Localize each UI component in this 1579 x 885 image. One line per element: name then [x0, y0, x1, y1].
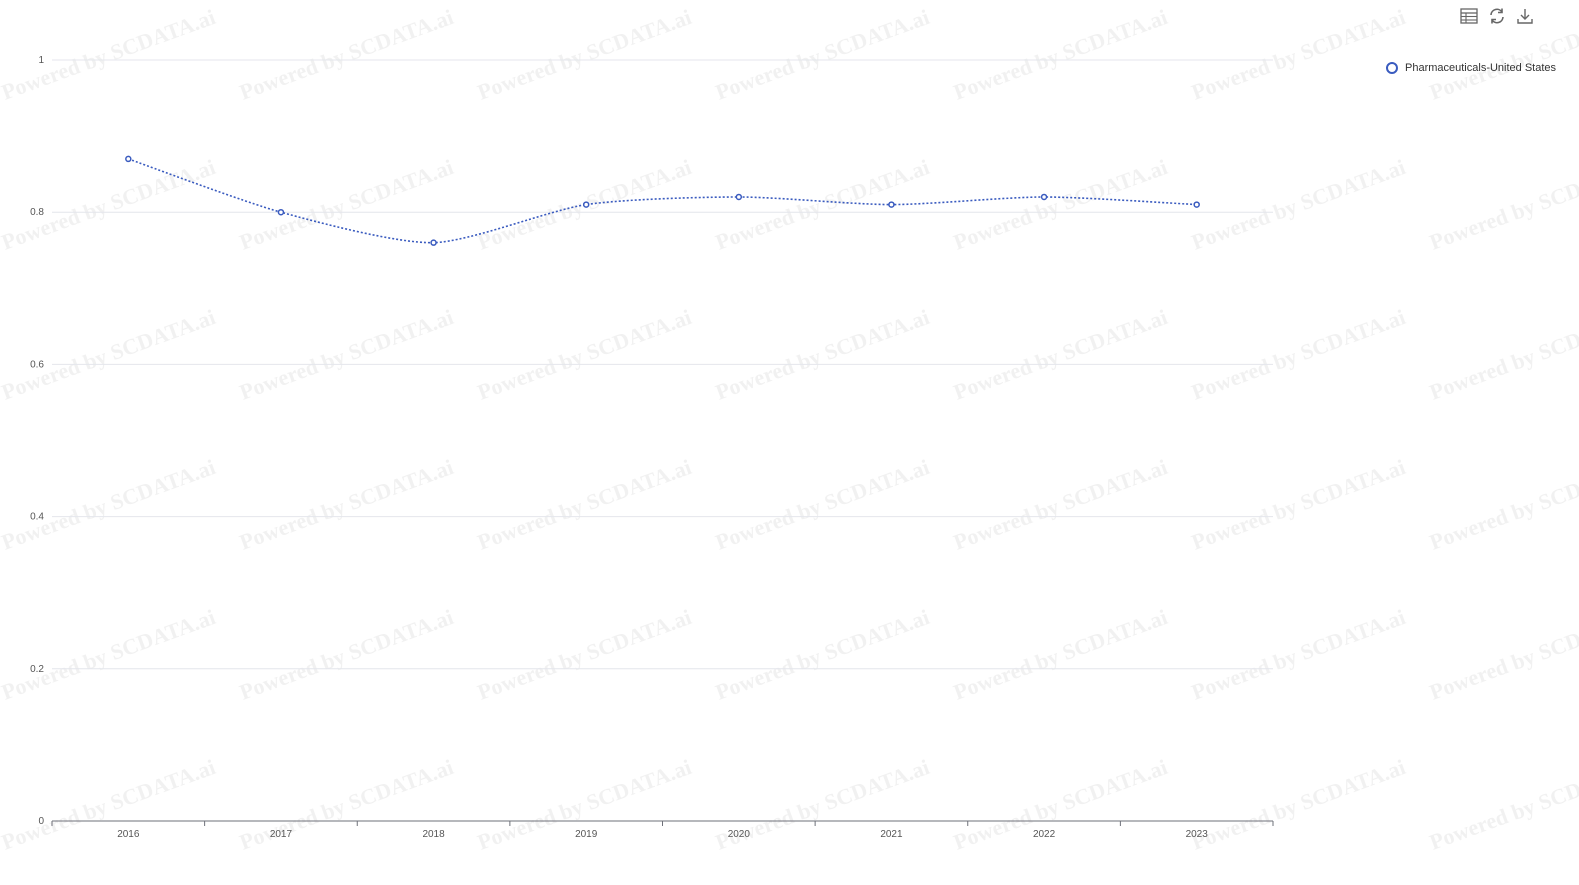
watermark-text: Powered by SCDATA.ai: [712, 4, 932, 105]
y-tick-label: 1: [38, 55, 44, 66]
watermark-text: Powered by SCDATA.ai: [0, 454, 219, 555]
series-layer: [125, 155, 1200, 246]
watermark-text: Powered by SCDATA.ai: [1188, 304, 1408, 405]
data-point[interactable]: [888, 201, 895, 208]
watermark-text: Powered by SCDATA.ai: [236, 154, 456, 255]
x-tick-label: 2021: [880, 829, 903, 840]
watermark-text: Powered by SCDATA.ai: [712, 604, 932, 705]
watermark-text: Powered by SCDATA.ai: [712, 454, 932, 555]
watermark-text: Powered by SCDATA.ai: [1188, 754, 1408, 855]
y-axis-ticks: 0 0.2 0.4 0.6 0.8 1: [30, 55, 44, 827]
table-icon[interactable]: [1458, 5, 1480, 27]
watermark-text: Powered by SCDATA.ai: [0, 4, 219, 105]
watermark-text: Powered by SCDATA.ai: [0, 304, 219, 405]
watermark-layer: Powered by SCDATA.ai Powered by SCDATA.ai…: [0, 4, 1579, 855]
watermark-text: Powered by SCDATA.ai: [0, 754, 219, 855]
y-tick-label: 0: [38, 816, 44, 827]
data-point[interactable]: [125, 155, 132, 163]
watermark-text: Powered by SCDATA.ai: [950, 154, 1170, 255]
y-tick-label: 0.2: [30, 664, 44, 675]
watermark-text: Powered by SCDATA.ai: [950, 4, 1170, 105]
watermark-text: Powered by SCDATA.ai: [0, 604, 219, 705]
watermark-text: Powered by SCDATA.ai: [236, 4, 456, 105]
x-axis: 2016 2017 2018 2019 2020 2021 2022 2023: [51, 820, 1274, 840]
watermark-text: Powered by SCDATA.ai: [950, 454, 1170, 555]
x-tick-label: 2022: [1033, 829, 1056, 840]
x-tick-label: 2019: [575, 829, 598, 840]
watermark-text: Powered by SCDATA.ai: [1426, 454, 1579, 555]
x-tick-label: 2016: [117, 829, 140, 840]
y-tick-label: 0.8: [30, 207, 44, 218]
x-tick-label: 2018: [422, 829, 445, 840]
x-tick-label: 2017: [270, 829, 293, 840]
y-tick-label: 0.6: [30, 359, 44, 370]
legend-item[interactable]: Pharmaceuticals-United States: [1386, 62, 1556, 74]
download-icon[interactable]: [1514, 5, 1536, 27]
watermark-text: Powered by SCDATA.ai: [1426, 154, 1579, 255]
x-tick-label: 2023: [1186, 829, 1209, 840]
watermark-text: Powered by SCDATA.ai: [1426, 754, 1579, 855]
chart-toolbar: [1458, 5, 1536, 27]
watermark-text: Powered by SCDATA.ai: [950, 304, 1170, 405]
watermark-text: Powered by SCDATA.ai: [236, 604, 456, 705]
watermark-text: Powered by SCDATA.ai: [236, 454, 456, 555]
watermark-text: Powered by SCDATA.ai: [1188, 604, 1408, 705]
watermark-text: Powered by SCDATA.ai: [0, 154, 219, 255]
watermark-text: Powered by SCDATA.ai: [1188, 154, 1408, 255]
watermark-text: Powered by SCDATA.ai: [1188, 4, 1408, 105]
legend-label: Pharmaceuticals-United States: [1405, 62, 1557, 74]
watermark-text: Powered by SCDATA.ai: [1426, 304, 1579, 405]
watermark-text: Powered by SCDATA.ai: [1426, 604, 1579, 705]
x-tick-label: 2020: [728, 829, 751, 840]
grid-lines: [52, 59, 1273, 670]
series-line: [128, 158, 1197, 244]
data-point[interactable]: [430, 239, 437, 246]
watermark-text: Powered by SCDATA.ai: [474, 604, 694, 705]
watermark-text: Powered by SCDATA.ai: [950, 754, 1170, 855]
watermark-text: Powered by SCDATA.ai: [712, 304, 932, 405]
data-point[interactable]: [735, 193, 743, 201]
y-tick-label: 0.4: [30, 512, 44, 523]
data-point[interactable]: [1193, 201, 1200, 208]
data-point[interactable]: [582, 201, 590, 208]
data-point[interactable]: [277, 208, 285, 216]
data-point[interactable]: [1040, 193, 1048, 201]
legend-marker-icon: [1386, 62, 1398, 74]
watermark-text: Powered by SCDATA.ai: [1188, 454, 1408, 555]
watermark-text: Powered by SCDATA.ai: [474, 304, 694, 405]
refresh-icon[interactable]: [1486, 5, 1508, 27]
watermark-text: Powered by SCDATA.ai: [950, 604, 1170, 705]
watermark-text: Powered by SCDATA.ai: [474, 454, 694, 555]
watermark-text: Powered by SCDATA.ai: [236, 304, 456, 405]
watermark-text: Powered by SCDATA.ai: [474, 4, 694, 105]
